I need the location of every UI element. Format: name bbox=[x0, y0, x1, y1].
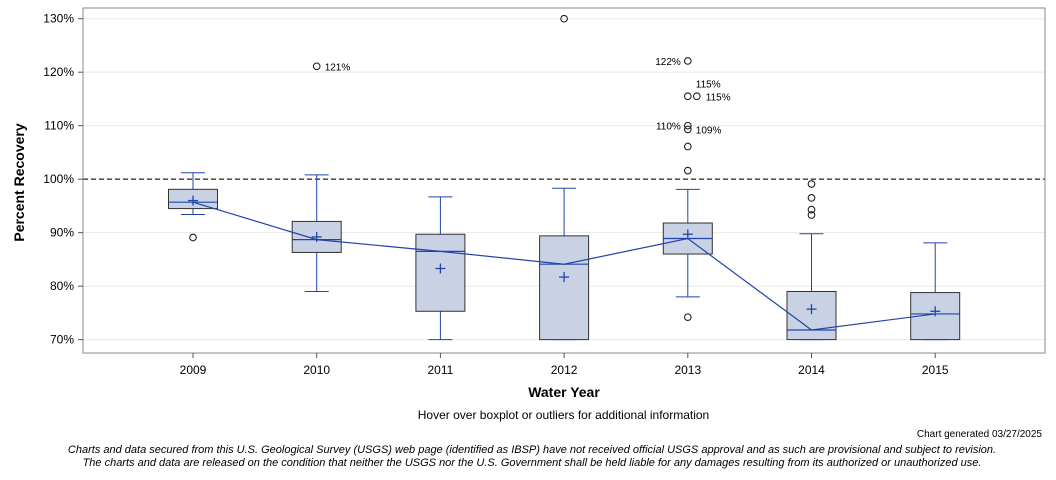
x-tick-label: 2012 bbox=[551, 363, 578, 377]
y-tick-label: 100% bbox=[43, 172, 74, 186]
y-tick-label: 70% bbox=[50, 333, 74, 347]
outlier-point[interactable] bbox=[560, 14, 568, 23]
outlier-point[interactable] bbox=[683, 125, 692, 134]
outlier-point[interactable] bbox=[807, 205, 816, 214]
disclaimer: Charts and data secured from this U.S. G… bbox=[0, 444, 1056, 470]
box-2009[interactable] bbox=[168, 172, 218, 215]
outlier-label: 121% bbox=[325, 62, 351, 73]
box-2014[interactable] bbox=[786, 233, 837, 341]
y-tick-label: 130% bbox=[43, 12, 74, 26]
x-tick-label: 2010 bbox=[303, 363, 330, 377]
outlier-label: 110% bbox=[656, 122, 681, 133]
hover-note: Hover over boxplot or outliers for addit… bbox=[417, 408, 710, 422]
x-tick-label: 2015 bbox=[922, 363, 949, 377]
y-axis-title: Percent Recovery bbox=[11, 123, 27, 242]
outlier-point[interactable] bbox=[683, 121, 692, 130]
y-tick-label: 110% bbox=[44, 119, 74, 133]
outlier-point[interactable] bbox=[807, 180, 816, 188]
boxplot-chart: 121% 122% 115% 115% 110% 109% 70% 80% 90% 100% 11… bbox=[11, 7, 1046, 400]
outlier-point[interactable] bbox=[807, 211, 816, 219]
y-tick-label: 80% bbox=[50, 279, 74, 293]
outlier-point[interactable] bbox=[807, 194, 816, 202]
outlier-point[interactable] bbox=[692, 92, 701, 101]
outlier-point[interactable] bbox=[683, 166, 692, 175]
y-tick-label: 90% bbox=[50, 226, 74, 240]
outlier-label: 115% bbox=[696, 79, 721, 90]
x-tick-label: 2013 bbox=[674, 363, 701, 377]
outlier-point[interactable] bbox=[683, 57, 692, 65]
axes-group: 70% 80% 90% 100% 110% 120% 130% 2009 2010 2011 201… bbox=[43, 12, 949, 377]
box-2013[interactable] bbox=[662, 188, 713, 298]
outlier-point[interactable] bbox=[683, 142, 692, 151]
x-tick-label: 2009 bbox=[180, 363, 207, 377]
iqr-box[interactable] bbox=[539, 235, 590, 341]
outlier-label: 122% bbox=[655, 57, 681, 68]
outlier-point[interactable] bbox=[189, 233, 197, 242]
y-tick-label: 120% bbox=[43, 65, 74, 79]
outlier-point[interactable] bbox=[683, 313, 692, 322]
outliers-group[interactable]: 121% 122% 115% 115% 110% 109% bbox=[189, 14, 816, 322]
x-axis-title: Water Year bbox=[528, 384, 600, 400]
box-2010[interactable] bbox=[291, 174, 342, 292]
boxes-group[interactable] bbox=[168, 172, 961, 341]
outlier-point[interactable] bbox=[683, 92, 692, 101]
disclaimer-line-1: Charts and data secured from this U.S. G… bbox=[67, 444, 997, 456]
median-connect-line bbox=[192, 201, 936, 331]
x-tick-label: 2011 bbox=[427, 363, 453, 377]
box-2015[interactable] bbox=[910, 242, 961, 341]
mean-line-group bbox=[192, 201, 936, 331]
x-tick-label: 2014 bbox=[798, 363, 825, 377]
outlier-label: 115% bbox=[706, 92, 731, 103]
disclaimer-line-2: The charts and data are released on the … bbox=[82, 457, 982, 469]
chart-generated-date: Chart generated 03/27/2025 bbox=[916, 429, 1042, 440]
iqr-box[interactable] bbox=[786, 290, 837, 341]
box-2012[interactable] bbox=[539, 187, 590, 341]
outlier-point[interactable] bbox=[312, 62, 321, 71]
outlier-label: 109% bbox=[696, 125, 722, 136]
box-2011[interactable] bbox=[415, 196, 466, 341]
